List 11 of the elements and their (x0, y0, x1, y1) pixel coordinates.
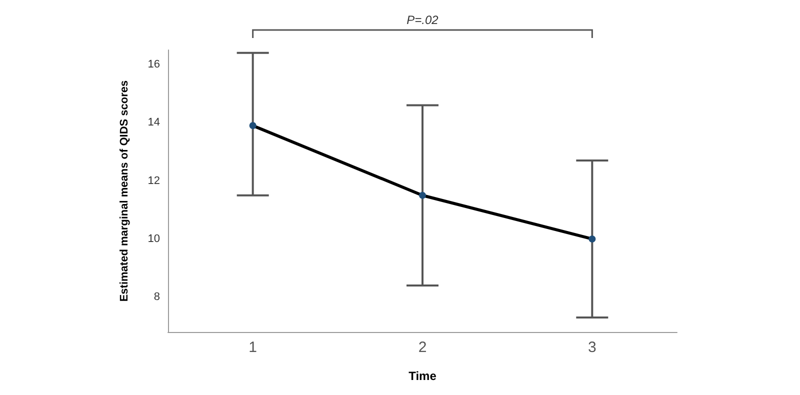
x-axis-title: Time (408, 369, 437, 383)
x-tick-label: 1 (248, 339, 258, 356)
y-tick-label: 14 (148, 116, 160, 129)
x-tick-label: 2 (418, 339, 427, 356)
y-tick-label: 16 (148, 58, 160, 71)
x-tick-label: 3 (588, 339, 596, 356)
y-tick-label: 12 (148, 174, 160, 187)
y-tick-label: 10 (148, 232, 160, 245)
text: P=.02 (406, 13, 439, 27)
y-tick-label: 8 (154, 291, 160, 304)
y-axis-title: Estimated marginal means of QIDS scores (118, 80, 130, 302)
